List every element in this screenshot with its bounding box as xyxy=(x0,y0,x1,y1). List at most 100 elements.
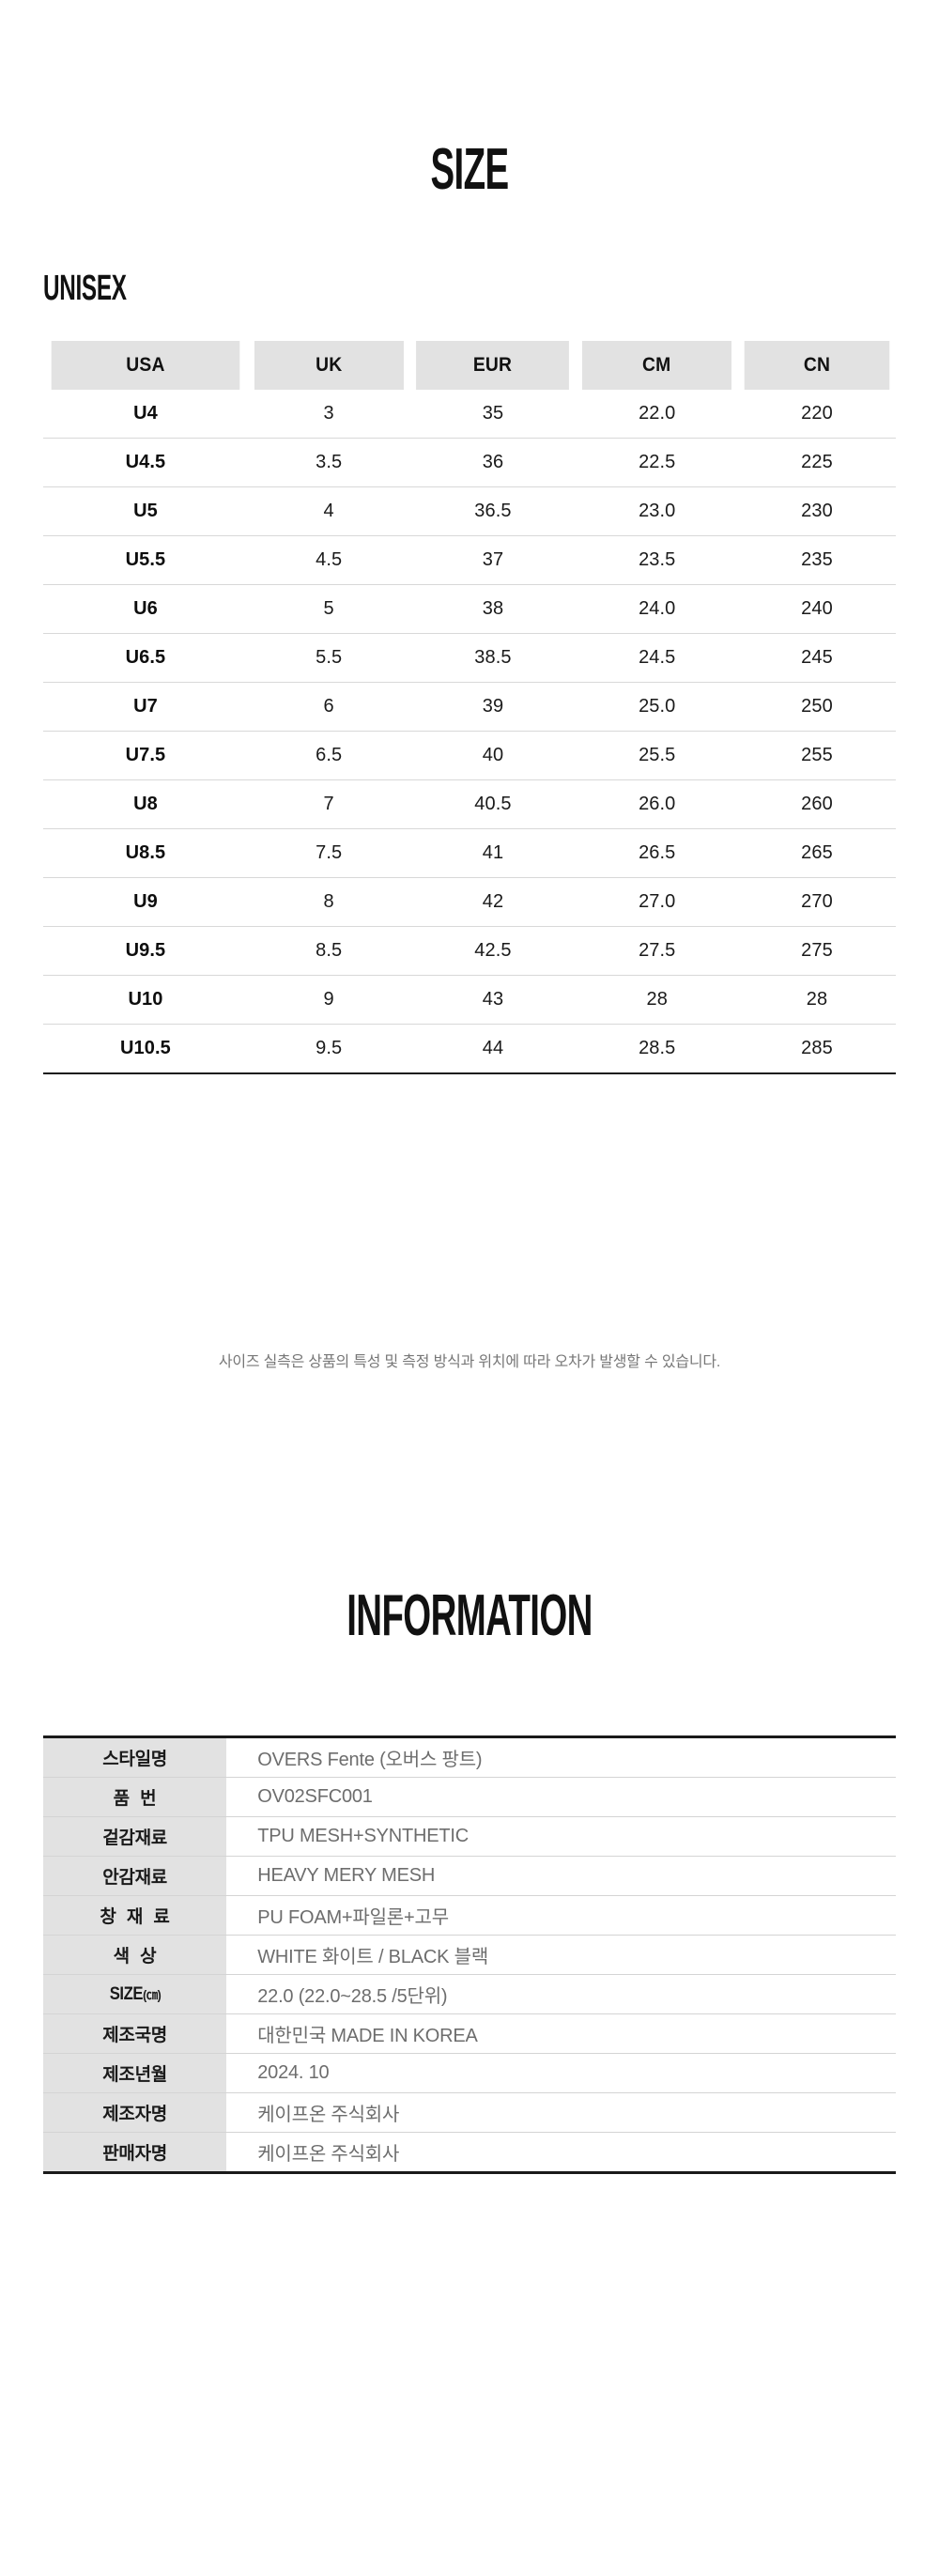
size-table-row: U4 3 35 22.0 220 xyxy=(43,390,896,439)
information-label-text: 품번 xyxy=(113,1789,167,1809)
size-table-row: U9.5 8.5 42.5 27.5 275 xyxy=(43,926,896,976)
size-cell-usa: U8 xyxy=(43,779,248,829)
size-cell-cm: 23.0 xyxy=(576,486,738,536)
size-cell-cm: 27.0 xyxy=(576,877,738,927)
size-cell-uk: 4.5 xyxy=(247,535,410,585)
information-label: 겉감재료 xyxy=(43,1816,227,1857)
size-cell-eur: 41 xyxy=(409,828,577,878)
size-table-row: U6 5 38 24.0 240 xyxy=(43,584,896,634)
size-cell-usa: U4 xyxy=(43,390,248,439)
size-cell-usa: U9.5 xyxy=(43,926,248,976)
information-label-text: 창재료 xyxy=(100,1907,180,1927)
size-cell-cn: 250 xyxy=(737,682,896,732)
size-cell-cm: 22.0 xyxy=(576,390,738,439)
information-table-row: 색상 WHITE 화이트 / BLACK 블랙 xyxy=(43,1935,896,1975)
size-cell-eur: 43 xyxy=(409,975,577,1025)
information-value: 케이프온 주식회사 xyxy=(226,2132,896,2174)
size-cell-eur: 39 xyxy=(409,682,577,732)
information-label: 색상 xyxy=(43,1935,227,1975)
information-value: 2024. 10 xyxy=(226,2053,896,2093)
size-cell-eur: 35 xyxy=(409,390,577,439)
information-label-text: 색상 xyxy=(113,1947,167,1967)
size-cell-cn: 230 xyxy=(737,486,896,536)
size-cell-uk: 7 xyxy=(247,779,410,829)
information-table-row: 안감재료 HEAVY MERY MESH xyxy=(43,1856,896,1896)
size-cell-cm: 27.5 xyxy=(576,926,738,976)
column-header-usa: USA xyxy=(51,341,240,390)
information-value: PU FOAM+파일론+고무 xyxy=(226,1895,896,1936)
information-label: 제조국명 xyxy=(43,2013,227,2054)
size-table-row: U4.5 3.5 36 22.5 225 xyxy=(43,438,896,487)
size-cell-uk: 4 xyxy=(247,486,410,536)
information-label-text: SIZE(㎝) xyxy=(109,1983,161,2004)
information-value: WHITE 화이트 / BLACK 블랙 xyxy=(226,1935,896,1975)
information-label: 창재료 xyxy=(43,1895,227,1936)
size-cell-eur: 40.5 xyxy=(409,779,577,829)
size-cell-usa: U6 xyxy=(43,584,248,634)
size-cell-cn: 245 xyxy=(737,633,896,683)
information-value: 대한민국 MADE IN KOREA xyxy=(226,2013,896,2054)
column-header-cm: CM xyxy=(582,341,732,390)
size-table-row: U5.5 4.5 37 23.5 235 xyxy=(43,535,896,585)
size-cell-cn: 285 xyxy=(737,1024,896,1074)
size-cell-cm: 26.5 xyxy=(576,828,738,878)
size-cell-eur: 44 xyxy=(409,1024,577,1074)
size-cell-uk: 7.5 xyxy=(247,828,410,878)
size-cell-cm: 28 xyxy=(576,975,738,1025)
size-cell-cn: 240 xyxy=(737,584,896,634)
size-table-row: U8.5 7.5 41 26.5 265 xyxy=(43,828,896,878)
size-cell-eur: 38.5 xyxy=(409,633,577,683)
information-table-body: 스타일명 OVERS Fente (오버스 팡트) 품번 OV02SFC001 겉감재료… xyxy=(43,1736,896,2174)
column-header-eur: EUR xyxy=(416,341,570,390)
size-cell-eur: 36 xyxy=(409,438,577,487)
size-table-row: U10.5 9.5 44 28.5 285 xyxy=(43,1024,896,1074)
information-table-row: SIZE(㎝) 22.0 (22.0~28.5 /5단위) xyxy=(43,1974,896,2014)
information-label: 제조년월 xyxy=(43,2053,227,2093)
size-cell-eur: 42.5 xyxy=(409,926,577,976)
information-value: OVERS Fente (오버스 팡트) xyxy=(226,1736,896,1778)
size-cell-eur: 40 xyxy=(409,731,577,780)
information-table-row: 제조자명 케이프온 주식회사 xyxy=(43,2092,896,2133)
size-table-body: U4 3 35 22.0 220 U4.5 3.5 36 22.5 225 U5 4 36.5 23.0 2… xyxy=(43,390,896,1074)
size-cell-cm: 25.0 xyxy=(576,682,738,732)
information-label: 제조자명 xyxy=(43,2092,227,2133)
information-table-row: 겉감재료 TPU MESH+SYNTHETIC xyxy=(43,1816,896,1857)
size-cell-cn: 220 xyxy=(737,390,896,439)
size-cell-cm: 24.5 xyxy=(576,633,738,683)
size-cell-cn: 28 xyxy=(737,975,896,1025)
size-table-row: U5 4 36.5 23.0 230 xyxy=(43,486,896,536)
size-cell-cn: 235 xyxy=(737,535,896,585)
size-cell-uk: 6.5 xyxy=(247,731,410,780)
size-cell-cm: 28.5 xyxy=(576,1024,738,1074)
size-cell-usa: U5 xyxy=(43,486,248,536)
size-cell-cm: 24.0 xyxy=(576,584,738,634)
size-cell-cn: 255 xyxy=(737,731,896,780)
size-table-row: U7 6 39 25.0 250 xyxy=(43,682,896,732)
information-table-row: 품번 OV02SFC001 xyxy=(43,1777,896,1817)
column-header-uk: UK xyxy=(254,341,404,390)
information-table-row: 제조년월 2024. 10 xyxy=(43,2053,896,2093)
size-cell-usa: U5.5 xyxy=(43,535,248,585)
size-cell-eur: 42 xyxy=(409,877,577,927)
size-cell-cm: 25.5 xyxy=(576,731,738,780)
size-table-header-row: USA UK EUR CM CN xyxy=(43,341,896,390)
size-cell-usa: U10.5 xyxy=(43,1024,248,1074)
information-label: 품번 xyxy=(43,1777,227,1817)
information-value: 케이프온 주식회사 xyxy=(226,2092,896,2133)
size-cell-cm: 22.5 xyxy=(576,438,738,487)
product-information-table: 스타일명 OVERS Fente (오버스 팡트) 품번 OV02SFC001 겉감재료… xyxy=(43,1735,896,2174)
information-label: 판매자명 xyxy=(43,2132,227,2174)
size-cell-uk: 9.5 xyxy=(247,1024,410,1074)
size-table-row: U7.5 6.5 40 25.5 255 xyxy=(43,731,896,780)
size-cell-usa: U9 xyxy=(43,877,248,927)
size-cell-cn: 275 xyxy=(737,926,896,976)
information-table-row: 창재료 PU FOAM+파일론+고무 xyxy=(43,1895,896,1936)
information-value: TPU MESH+SYNTHETIC xyxy=(226,1816,896,1857)
size-cell-usa: U7 xyxy=(43,682,248,732)
unisex-subheading: UNISEX xyxy=(43,269,127,308)
information-value: OV02SFC001 xyxy=(226,1777,896,1817)
size-cell-uk: 9 xyxy=(247,975,410,1025)
size-cell-cn: 225 xyxy=(737,438,896,487)
size-cell-usa: U10 xyxy=(43,975,248,1025)
